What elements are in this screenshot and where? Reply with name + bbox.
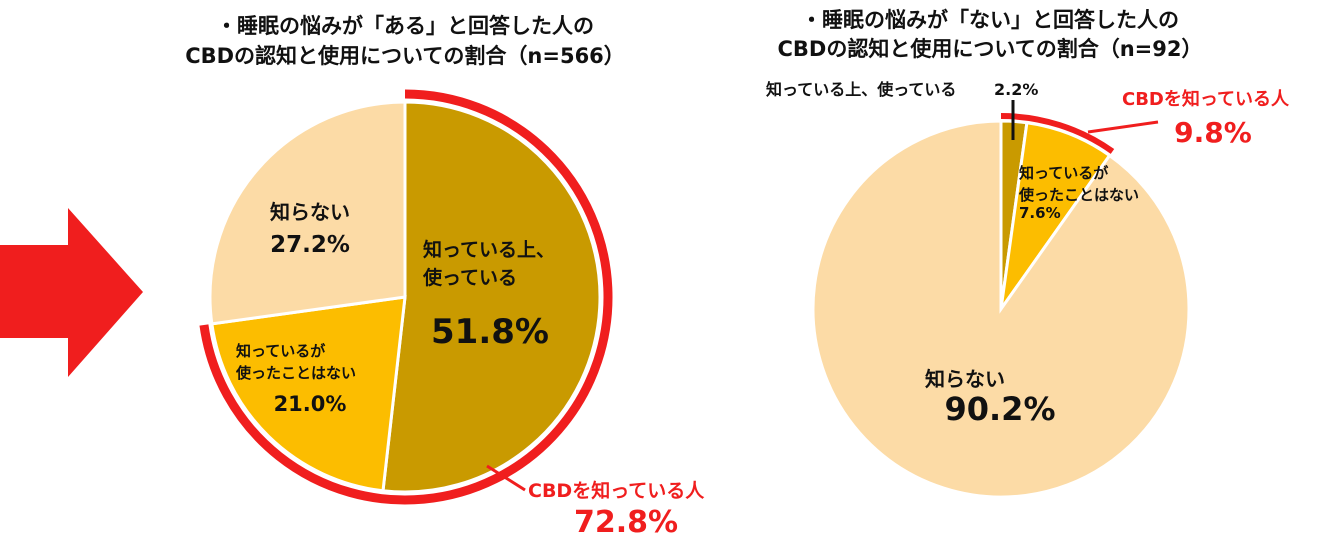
chart-2: ・睡眠の悩みが「ない」と回答した人の CBDの認知と使用についての割合（n=92… [766, 8, 1290, 499]
chart-1: ・睡眠の悩みが「ある」と回答した人の CBDの認知と使用についての割合（n=56… [185, 14, 705, 540]
chart-1-aware-label: CBDを知っている人 [528, 479, 705, 502]
chart-1-aware-arc [199, 89, 613, 505]
chart-2-slice-1-label-line2: 使ったことはない [1018, 186, 1139, 204]
chart-1-slice-0-label-line2: 使っている [422, 267, 517, 289]
chart-2-slice-2-label: 知らない [925, 367, 1005, 391]
chart-1-slice-2 [208, 100, 407, 326]
chart-1-aware-leader [486, 464, 526, 492]
chart-1-title-line2: CBDの認知と使用についての割合（n=566） [185, 44, 625, 68]
chart-2-slice-0-value: 2.2% [994, 80, 1038, 99]
chart-1-slices [208, 100, 602, 494]
chart-1-slice-1-label-line2: 使ったことはない [235, 364, 356, 382]
chart-1-slice-0-value: 51.8% [431, 312, 549, 352]
chart-1-slice-1-label-line1: 知っているが [236, 342, 326, 360]
chart-2-aware-value: 9.8% [1174, 116, 1252, 149]
chart-1-slice-1-value: 21.0% [274, 392, 347, 416]
chart-1-slice-0-label-line1: 知っている上、 [423, 238, 555, 261]
chart-2-slice-1-value: 7.6% [1019, 204, 1061, 222]
chart-1-slice-2-label: 知らない [270, 200, 350, 224]
chart-2-slice-2 [811, 119, 1191, 499]
chart-1-slice-0 [381, 100, 602, 494]
chart-2-aware-label: CBDを知っている人 [1122, 88, 1290, 110]
chart-1-slice-1 [210, 295, 407, 493]
chart-1-slice-2-value: 27.2% [270, 232, 350, 258]
chart-2-slice-1-label-line1: 知っているが [1019, 164, 1109, 182]
chart-2-aware-leader [1087, 120, 1159, 134]
chart-2-slices [811, 119, 1191, 499]
chart-1-title-line1: ・睡眠の悩みが「ある」と回答した人の [216, 14, 594, 38]
chart-1-aware-value: 72.8% [574, 505, 678, 540]
chart-2-title-line2: CBDの認知と使用についての割合（n=92） [778, 37, 1203, 61]
right-arrow-icon [0, 208, 143, 377]
chart-2-slice-0-label: 知っている上、使っている [766, 80, 956, 99]
chart-2-slice-2-value: 90.2% [944, 390, 1055, 428]
chart-2-title-line1: ・睡眠の悩みが「ない」と回答した人の [801, 8, 1179, 32]
